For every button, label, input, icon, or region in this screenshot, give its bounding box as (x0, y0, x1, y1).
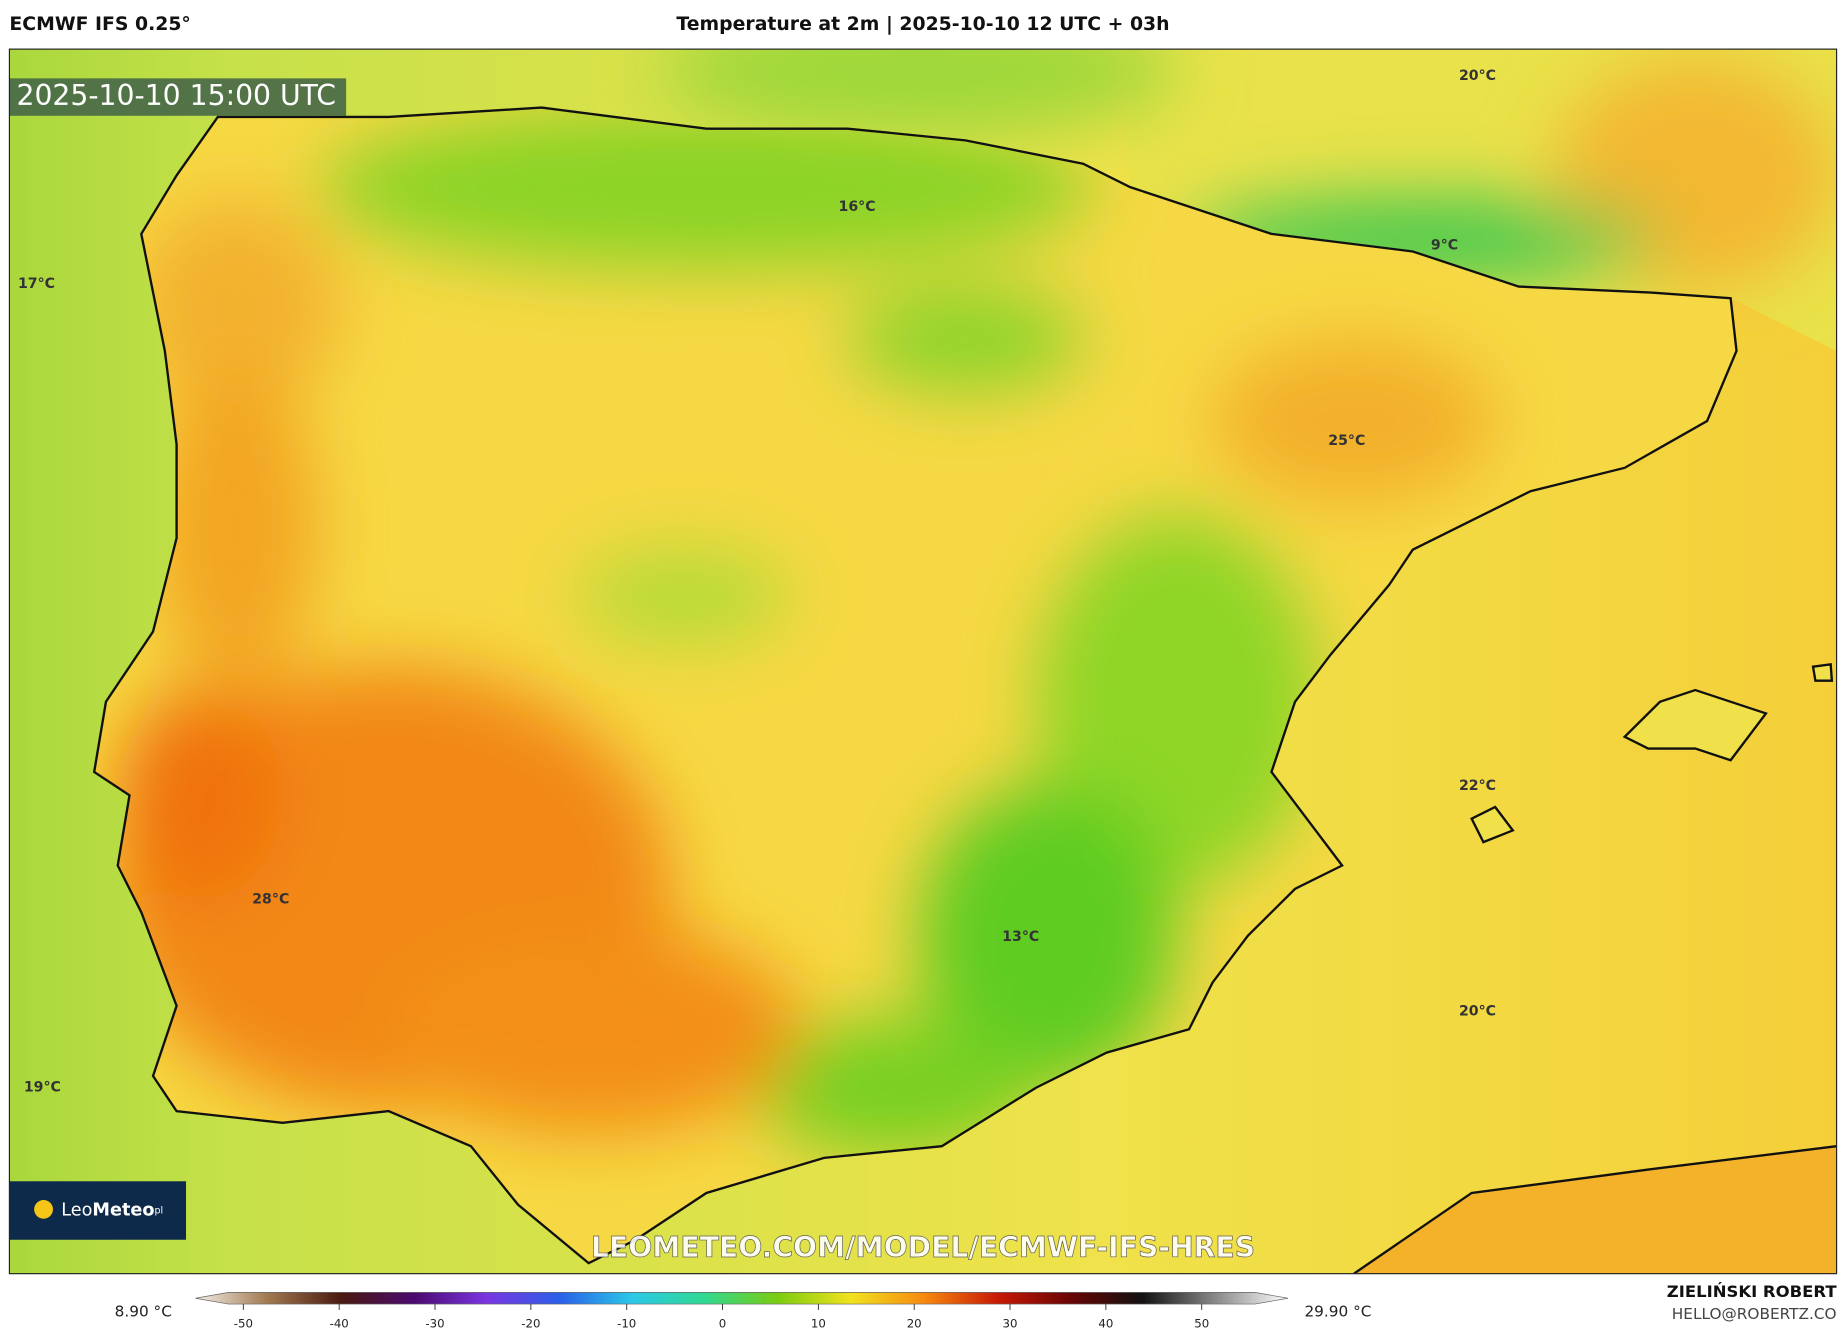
chart-title: Temperature at 2m | 2025-10-10 12 UTC + … (676, 14, 1169, 35)
logo-c: pl (154, 1205, 163, 1216)
colorbar-tick-label: 50 (1194, 1316, 1209, 1330)
colorbar (195, 1292, 1289, 1305)
colorbar-tick-label: 30 (1003, 1316, 1018, 1330)
watermark: LEOMETEO.COM/MODEL/ECMWF-IFS-HRES (591, 1231, 1255, 1264)
ibiza (1470, 805, 1515, 844)
email: HELLO@ROBERTZ.CO (1672, 1305, 1837, 1323)
timestamp-box (9, 78, 347, 116)
min-label: 8.90 °C (115, 1303, 172, 1321)
model-name: ECMWF IFS 0.25° (9, 14, 190, 35)
menorca (1811, 662, 1834, 682)
colorbar-tick-label: 10 (811, 1316, 826, 1330)
temperature-label: 16°C (839, 199, 876, 215)
timestamp: 2025-10-10 15:00 UTC (16, 79, 336, 112)
logo-a: Leo (61, 1201, 92, 1221)
logo-b: Meteo (92, 1201, 154, 1221)
colorbar-tick-label: 40 (1098, 1316, 1113, 1330)
temperature-label: 17°C (18, 276, 55, 292)
colorbar-tick-label: 20 (907, 1316, 922, 1330)
colorbar-tick-label: -20 (521, 1316, 540, 1330)
temperature-label: 20°C (1459, 1004, 1496, 1020)
africa (1353, 1146, 1837, 1274)
temperature-label: 22°C (1459, 778, 1496, 794)
temperature-label: 19°C (24, 1080, 61, 1096)
max-label: 29.90 °C (1304, 1303, 1371, 1321)
author: ZIELIŃSKI ROBERT (1667, 1282, 1838, 1301)
temperature-label: 25°C (1328, 433, 1365, 449)
colorbar-tick-label: -30 (425, 1316, 444, 1330)
temperature-label: 28°C (252, 891, 289, 907)
temperature-label: 20°C (1459, 68, 1496, 84)
colorbar-tick-label: 0 (719, 1316, 726, 1330)
logo: LeoMeteopl (61, 1201, 163, 1221)
colorbar-tick-label: -40 (330, 1316, 349, 1330)
africa-coast (1353, 1145, 1837, 1274)
colorbar-tick-label: -50 (234, 1316, 253, 1330)
colorbar-tick-label: -10 (617, 1316, 636, 1330)
map: 2025-10-10 15:00 UTC 20°C 16°C 9°C 17°C 25°C… (9, 49, 1837, 1274)
map-frame (8, 48, 1838, 1275)
temperature-label: 9°C (1431, 238, 1458, 254)
temperature-label: 13°C (1002, 929, 1039, 945)
mallorca (1622, 688, 1768, 762)
logo-sun (34, 1199, 53, 1219)
